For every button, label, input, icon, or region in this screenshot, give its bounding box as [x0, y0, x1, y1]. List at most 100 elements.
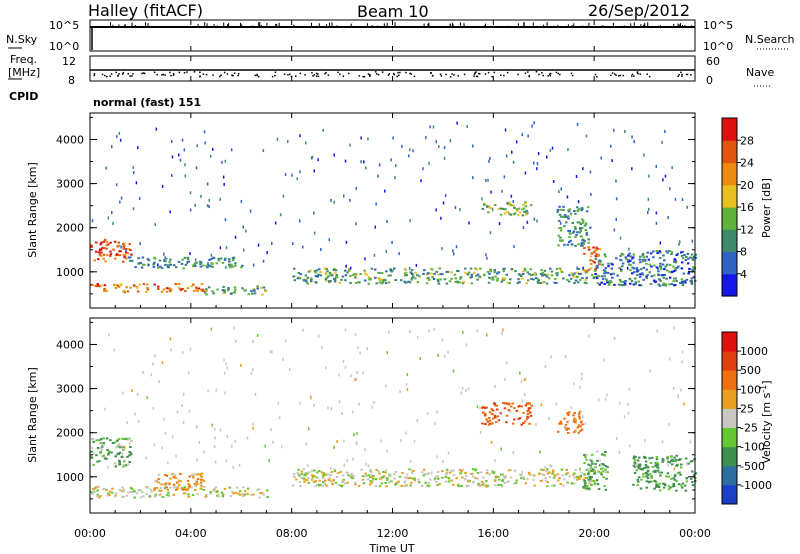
scatter-cell — [525, 377, 527, 381]
data-cell-1 — [114, 492, 118, 495]
data-cell-0 — [118, 443, 121, 446]
data-cell-4 — [404, 281, 407, 284]
data-cell-4 — [535, 277, 538, 280]
scatter-cell — [313, 211, 315, 215]
data-cell-3 — [324, 473, 328, 476]
data-cell-4 — [569, 277, 573, 280]
data-cell-8 — [694, 256, 698, 259]
velocity-label-end: ] — [760, 380, 773, 384]
nave-dot — [405, 71, 407, 74]
scatter-cell — [619, 401, 621, 405]
data-cell-3 — [228, 264, 231, 267]
scatter-cell — [430, 471, 433, 475]
data-cell-8 — [665, 250, 668, 253]
data-cell-4 — [344, 274, 348, 277]
scatter-cell — [627, 402, 629, 406]
data-cell-4 — [553, 281, 556, 284]
data-cell-3 — [164, 260, 167, 263]
data-cell-6 — [580, 235, 583, 238]
data-cell-6 — [581, 241, 584, 244]
data-cell-6 — [556, 208, 560, 211]
data-cell-4 — [491, 278, 495, 281]
data-cell-4 — [559, 269, 563, 272]
data-cell-2 — [233, 291, 236, 294]
data-cell-4 — [540, 269, 543, 272]
data-cell-4 — [517, 278, 520, 281]
data-cell-3 — [378, 485, 382, 488]
scatter-cell — [488, 159, 490, 163]
data-cell-6 — [589, 467, 593, 470]
scatter-cell — [408, 266, 411, 270]
nave-dot — [399, 71, 401, 74]
data-cell-8 — [668, 249, 671, 252]
data-cell-4 — [528, 422, 531, 425]
data-cell-3 — [159, 265, 162, 268]
data-cell-4 — [521, 277, 524, 280]
scatter-cell — [683, 402, 685, 406]
data-cell-1 — [122, 489, 126, 492]
data-cell-7 — [654, 470, 657, 473]
data-cell-7 — [656, 462, 659, 464]
scatter-cell — [686, 205, 688, 209]
nave-dot — [271, 75, 274, 78]
data-cell-8 — [634, 283, 637, 285]
data-cell-4 — [490, 408, 493, 411]
data-cell-0 — [130, 453, 133, 456]
scatter-cell — [504, 128, 507, 132]
data-cell-5 — [489, 207, 492, 210]
data-cell-3 — [335, 476, 339, 478]
scatter-cell — [224, 159, 227, 163]
data-cell-7 — [587, 268, 591, 271]
data-cell-8 — [674, 277, 678, 280]
nave-dot — [226, 73, 229, 75]
scatter-cell — [210, 253, 213, 257]
data-cell-3 — [452, 474, 456, 477]
data-cell-4 — [330, 274, 334, 277]
data-cell-3 — [397, 480, 400, 483]
scatter-cell — [189, 252, 191, 256]
scatter-cell — [460, 391, 463, 395]
scatter-cell — [386, 449, 388, 453]
data-cell-5 — [577, 412, 581, 415]
data-cell-2 — [260, 286, 263, 289]
data-cell-4 — [526, 271, 529, 274]
velocity-colorbar-label: Velocity [m s-1] — [759, 380, 773, 463]
nave-dot — [478, 72, 480, 75]
data-cell-4 — [500, 280, 504, 283]
nave-dot — [413, 75, 416, 78]
scatter-cell — [671, 166, 673, 170]
scatter-cell — [189, 347, 192, 351]
nave-dot — [342, 75, 345, 77]
data-cell-1 — [193, 489, 197, 491]
scatter-cell — [124, 445, 126, 449]
data-cell-6 — [596, 483, 600, 486]
scatter-cell — [242, 225, 244, 229]
nave-dot — [363, 75, 366, 78]
velocity-y-axis-label: Slant Range [km] — [26, 367, 39, 463]
data-cell-0 — [93, 259, 96, 262]
nave-dot — [430, 72, 432, 74]
data-cell-6 — [590, 460, 594, 463]
data-cell-7 — [650, 480, 653, 483]
data-cell-1 — [105, 289, 108, 292]
data-cell-1 — [250, 493, 253, 496]
data-cell-3 — [293, 472, 296, 475]
scatter-cell — [465, 389, 467, 393]
data-cell-3 — [501, 473, 504, 476]
scatter-cell — [512, 200, 514, 204]
data-cell-8 — [674, 284, 677, 286]
scatter-cell — [378, 163, 381, 167]
nave-dot — [445, 73, 447, 76]
nave-dot — [106, 75, 108, 78]
data-cell-8 — [598, 259, 601, 262]
scatter-cell — [234, 439, 236, 443]
data-cell-2 — [201, 479, 204, 481]
data-cell-3 — [486, 484, 490, 487]
data-cell-3 — [553, 474, 557, 477]
data-cell-2 — [183, 488, 187, 491]
data-cell-4 — [456, 269, 459, 272]
data-cell-6 — [557, 219, 561, 222]
data-cell-4 — [448, 280, 452, 283]
scatter-cell — [447, 451, 450, 455]
